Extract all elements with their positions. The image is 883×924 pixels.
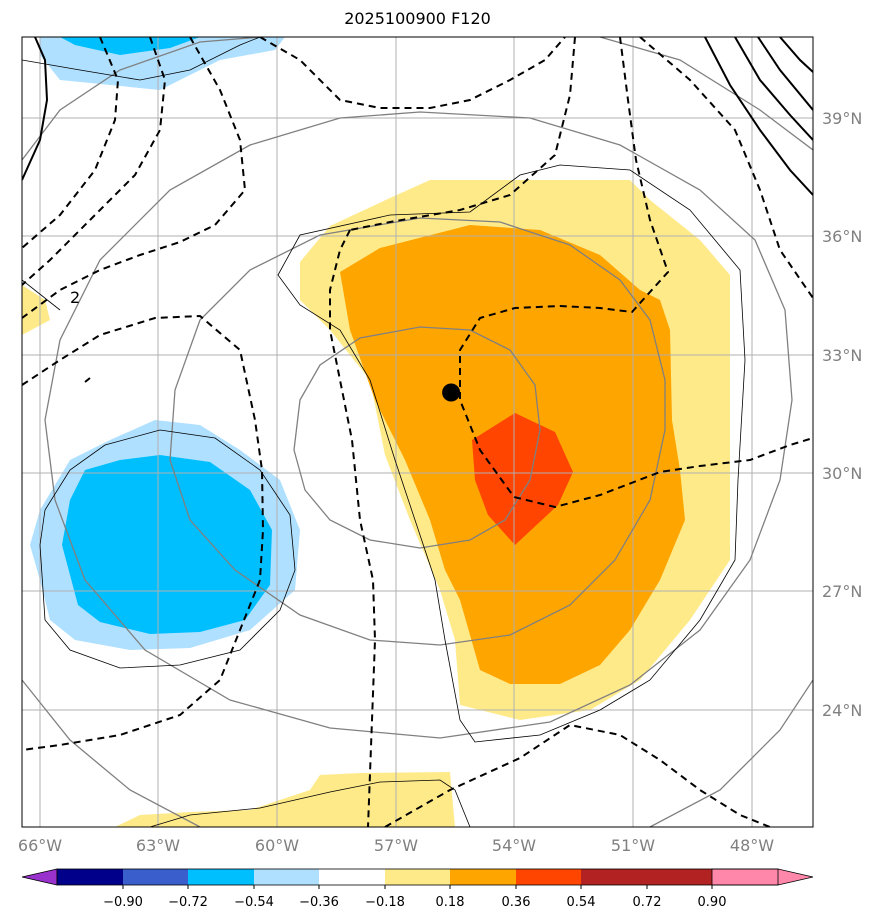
colorbar-segment [319,869,385,885]
colorbar-segment [188,869,254,885]
longitude-labels: 66°W 63°W 60°W 57°W 54°W 51°W 48°W [18,836,774,855]
map-title: 2025100900 F120 [344,9,491,28]
lat-label: 39°N [822,109,862,128]
gray-contours [22,37,813,827]
colorbar-tick-label: 0.54 [567,895,596,910]
contour-label: 2 [70,288,80,307]
colorbar-frame [56,868,779,886]
colorbar-segment [516,869,581,885]
map-panel: 2 [22,37,813,827]
colorbar-segment [123,869,188,885]
dashed-contours [22,37,813,827]
lon-label: 54°W [492,836,536,855]
colorbar-segment [647,869,712,885]
lat-label: 24°N [822,701,862,720]
colorbar-tick-label: 0.18 [436,895,465,910]
latitude-labels: 39°N 36°N 33°N 30°N 27°N 24°N [822,109,862,720]
colorbar-tick-label: −0.18 [365,895,405,910]
colorbar-extend-left [21,868,58,886]
colorbar-tick-label: −0.54 [234,895,274,910]
positive-anomaly-shading [22,180,730,827]
colorbar-segment [450,869,516,885]
colorbar-segment [581,869,647,885]
lat-label: 36°N [822,227,862,246]
colorbar-segment [57,869,123,885]
colorbar-extend-right [711,868,814,886]
lon-label: 57°W [374,836,418,855]
lon-label: 66°W [18,836,62,855]
solid-contours [22,37,813,383]
lon-label: 63°W [136,836,180,855]
colorbar-tick-label: −0.90 [103,895,143,910]
lon-label: 48°W [730,836,774,855]
storm-center-marker [442,383,461,402]
colorbar-segment [254,869,319,885]
colorbar: −0.90 −0.72 −0.54 −0.36 −0.18 0.18 0.36 … [21,868,814,910]
colorbar-tick-label: −0.72 [168,895,208,910]
colorbar-tick-label: 0.72 [633,895,662,910]
lon-label: 60°W [255,836,299,855]
lat-label: 30°N [822,464,862,483]
negative-anomaly-shading [30,37,300,650]
lon-label: 51°W [611,836,655,855]
map-frame [21,36,814,828]
colorbar-tick-label: −0.36 [299,895,339,910]
lat-label: 33°N [822,346,862,365]
graticule [22,37,813,827]
colorbar-tick-label: 0.36 [502,895,531,910]
lat-label: 27°N [822,582,862,601]
colorbar-tick-label: 0.90 [698,895,727,910]
colorbar-segment [385,869,450,885]
